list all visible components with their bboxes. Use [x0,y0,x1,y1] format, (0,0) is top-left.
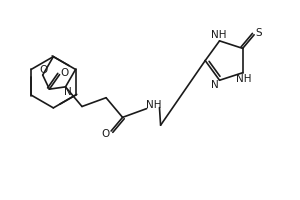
Text: N: N [211,80,218,90]
Text: NH: NH [211,30,226,40]
Text: NH: NH [146,100,161,110]
Text: N: N [64,87,71,97]
Text: O: O [101,129,110,139]
Text: S: S [256,28,262,38]
Text: O: O [40,65,48,75]
Text: NH: NH [236,74,251,84]
Text: O: O [60,68,69,78]
